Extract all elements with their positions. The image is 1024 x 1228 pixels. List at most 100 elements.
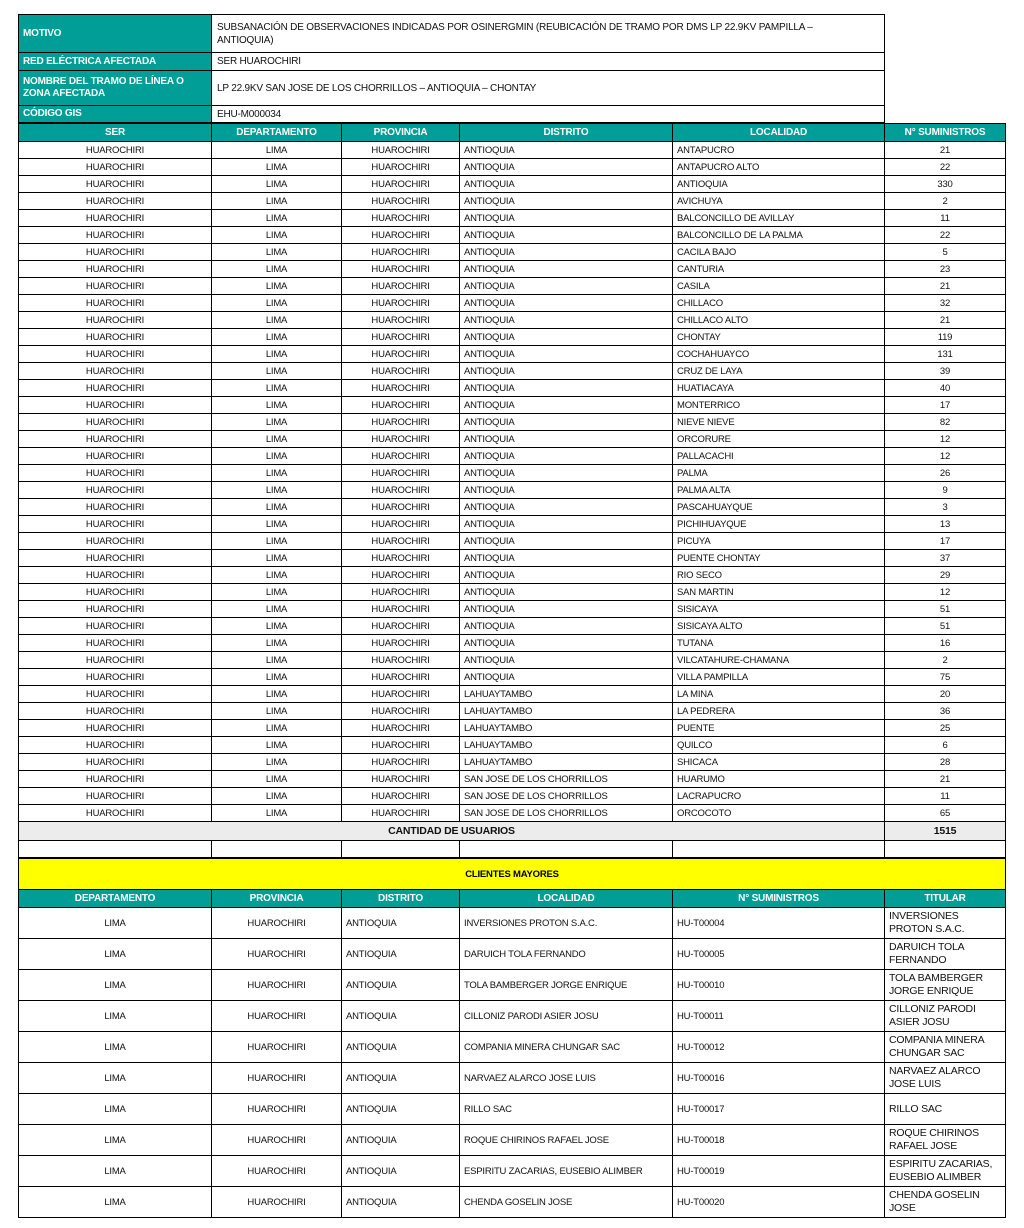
localidad-cell: PALMA ALTA	[672, 481, 885, 499]
departamento-cell: LIMA	[211, 617, 342, 635]
table-row: HUAROCHIRI LIMA HUAROCHIRI ANTIOQUIA PICHIHU…	[18, 515, 1006, 533]
suministros-cell: 75	[884, 668, 1006, 686]
ser-cell: HUAROCHIRI	[18, 753, 212, 771]
table-row: HUAROCHIRI LIMA HUAROCHIRI SAN JOSE DE LOS …	[18, 804, 1006, 822]
provincia-cell: HUAROCHIRI	[341, 668, 460, 686]
info-row-motivo: MOTIVO SUBSANACIÓN DE OBSERVACIONES INDI…	[18, 14, 885, 53]
col-header-localidad: LOCALIDAD	[672, 123, 885, 142]
info-table: MOTIVO SUBSANACIÓN DE OBSERVACIONES INDI…	[18, 14, 885, 123]
distrito-cell: ANTIOQUIA	[459, 532, 673, 550]
provincia-cell: HUAROCHIRI	[341, 532, 460, 550]
suministros-cell: 36	[884, 702, 1006, 720]
departamento-cell: LIMA	[211, 413, 342, 431]
departamento-cell: LIMA	[18, 1186, 212, 1218]
suministros-cell: 26	[884, 464, 1006, 482]
distrito-cell: ANTIOQUIA	[459, 277, 673, 295]
table-row: HUAROCHIRI LIMA HUAROCHIRI LAHUAYTAMBO QUILC…	[18, 736, 1006, 754]
localidad-cell: SHICACA	[672, 753, 885, 771]
ser-cell: HUAROCHIRI	[18, 226, 212, 244]
table-row: HUAROCHIRI LIMA HUAROCHIRI ANTIOQUIA ANTAPUC…	[18, 158, 1006, 176]
table-row: HUAROCHIRI LIMA HUAROCHIRI ANTIOQUIA ANTIOQU…	[18, 175, 1006, 193]
localidad-cell: VILLA PAMPILLA	[672, 668, 885, 686]
distrito-cell: ANTIOQUIA	[459, 294, 673, 312]
suministros-cell: 40	[884, 379, 1006, 397]
provincia-cell: HUAROCHIRI	[211, 1062, 342, 1094]
localidad-cell: PASCAHUAYQUE	[672, 498, 885, 516]
suministro-cell: HU-T00020	[672, 1186, 885, 1218]
departamento-cell: LIMA	[211, 668, 342, 686]
provincia-cell: HUAROCHIRI	[211, 1155, 342, 1187]
ser-cell: HUAROCHIRI	[18, 685, 212, 703]
titular-cell: DARUICH TOLA FERNANDO	[883, 938, 1007, 970]
localidad-cell: SISICAYA	[672, 600, 885, 618]
suministros-cell: 21	[884, 770, 1006, 788]
departamento-cell: LIMA	[18, 1062, 212, 1094]
provincia-cell: HUAROCHIRI	[341, 175, 460, 193]
departamento-cell: LIMA	[211, 277, 342, 295]
ser-cell: HUAROCHIRI	[18, 328, 212, 346]
distrito-cell: ANTIOQUIA	[341, 1186, 460, 1218]
localidad-cell: ORCORURE	[672, 430, 885, 448]
clientes-mayores-title: CLIENTES MAYORES	[17, 858, 1007, 890]
provincia-cell: HUAROCHIRI	[341, 702, 460, 720]
ser-cell: HUAROCHIRI	[18, 260, 212, 278]
ser-cell: HUAROCHIRI	[18, 447, 212, 465]
departamento-cell: LIMA	[211, 209, 342, 227]
ser-cell: HUAROCHIRI	[18, 311, 212, 329]
localidad-cell: PICHIHUAYQUE	[672, 515, 885, 533]
suministro-cell: HU-T00012	[672, 1031, 885, 1063]
distrito-cell: ANTIOQUIA	[459, 413, 673, 431]
col-header-suministros: N° SUMINISTROS	[672, 889, 885, 908]
suministro-cell: HU-T00011	[672, 1000, 885, 1032]
total-value: 1515	[884, 821, 1006, 841]
departamento-cell: LIMA	[211, 685, 342, 703]
localidad-cell: PALMA	[672, 464, 885, 482]
table-row: LIMA HUAROCHIRI ANTIOQUIA ESPIRITU ZACARIAS…	[18, 1155, 1007, 1187]
ser-cell: HUAROCHIRI	[18, 668, 212, 686]
localidad-cell: SISICAYA ALTO	[672, 617, 885, 635]
table-row: HUAROCHIRI LIMA HUAROCHIRI ANTIOQUIA SAN MAR…	[18, 583, 1006, 601]
departamento-cell: LIMA	[211, 481, 342, 499]
table-row: HUAROCHIRI LIMA HUAROCHIRI ANTIOQUIA CASILA 2…	[18, 277, 1006, 295]
localidad-cell: DARUICH TOLA FERNANDO	[459, 938, 673, 970]
provincia-cell: HUAROCHIRI	[341, 311, 460, 329]
suministro-cell: HU-T00017	[672, 1093, 885, 1125]
localidad-cell: INVERSIONES PROTON S.A.C.	[459, 907, 673, 939]
distrito-cell: ANTIOQUIA	[341, 969, 460, 1001]
suministros-cell: 12	[884, 447, 1006, 465]
distrito-cell: SAN JOSE DE LOS CHORRILLOS	[459, 770, 673, 788]
ser-cell: HUAROCHIRI	[18, 736, 212, 754]
distrito-cell: LAHUAYTAMBO	[459, 719, 673, 737]
table-row: HUAROCHIRI LIMA HUAROCHIRI ANTIOQUIA ANTAPUC…	[18, 141, 1006, 159]
departamento-cell: LIMA	[211, 430, 342, 448]
provincia-cell: HUAROCHIRI	[341, 209, 460, 227]
localidad-cell: HUARUMO	[672, 770, 885, 788]
codigo-gis-label: CÓDIGO GIS	[18, 105, 212, 123]
table-row: HUAROCHIRI LIMA HUAROCHIRI ANTIOQUIA MONTERR…	[18, 396, 1006, 414]
table-row: HUAROCHIRI LIMA HUAROCHIRI ANTIOQUIA PALMA A…	[18, 481, 1006, 499]
table-row: HUAROCHIRI LIMA HUAROCHIRI LAHUAYTAMBO LA MI…	[18, 685, 1006, 703]
distrito-cell: LAHUAYTAMBO	[459, 685, 673, 703]
provincia-cell: HUAROCHIRI	[341, 770, 460, 788]
departamento-cell: LIMA	[211, 226, 342, 244]
table-row: HUAROCHIRI LIMA HUAROCHIRI SAN JOSE DE LOS …	[18, 770, 1006, 788]
provincia-cell: HUAROCHIRI	[341, 158, 460, 176]
provincia-cell: HUAROCHIRI	[341, 430, 460, 448]
total-label: CANTIDAD DE USUARIOS	[18, 821, 885, 841]
distrito-cell: ANTIOQUIA	[459, 617, 673, 635]
provincia-cell: HUAROCHIRI	[341, 192, 460, 210]
provincia-cell: HUAROCHIRI	[341, 685, 460, 703]
suministro-cell: HU-T00005	[672, 938, 885, 970]
localidad-cell: RIO SECO	[672, 566, 885, 584]
departamento-cell: LIMA	[211, 141, 342, 159]
departamento-cell: LIMA	[211, 600, 342, 618]
distrito-cell: ANTIOQUIA	[459, 600, 673, 618]
localidad-cell: MONTERRICO	[672, 396, 885, 414]
departamento-cell: LIMA	[211, 158, 342, 176]
suministros-cell: 29	[884, 566, 1006, 584]
suministros-cell: 25	[884, 719, 1006, 737]
suministros-cell: 5	[884, 243, 1006, 261]
distrito-cell: ANTIOQUIA	[459, 141, 673, 159]
localidad-cell: CANTURIA	[672, 260, 885, 278]
departamento-cell: LIMA	[18, 969, 212, 1001]
